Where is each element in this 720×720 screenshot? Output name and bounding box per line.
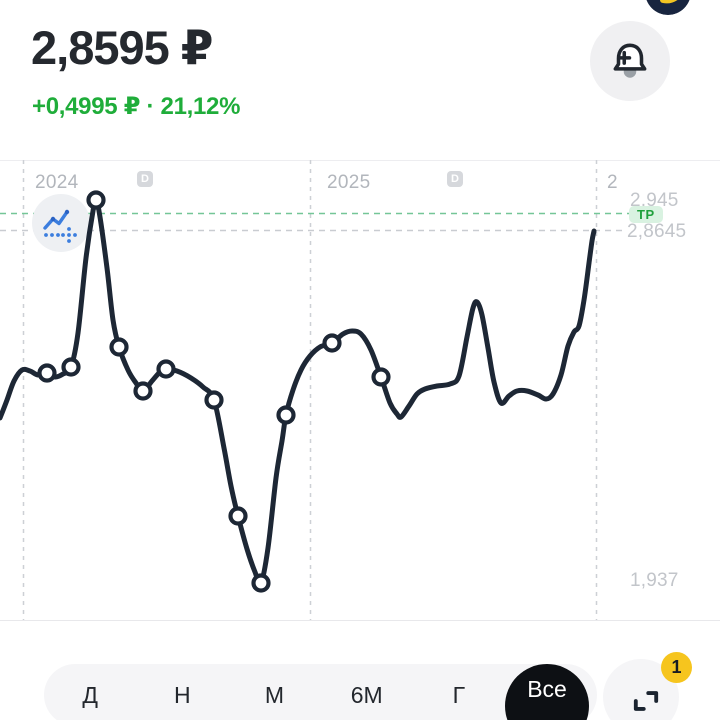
notification-badge: 1 xyxy=(661,652,692,683)
dividend-badge[interactable]: D xyxy=(137,171,153,187)
current-price: 2,8595 ₽ xyxy=(31,22,213,74)
min-price-label: 1,937 xyxy=(630,570,679,592)
bell-plus-icon xyxy=(607,38,653,84)
forecast-chart-icon xyxy=(32,194,90,252)
x-axis-label-2026: 2 xyxy=(607,172,618,194)
stock-detail-screen: 2,8595 ₽ +0,4995 ₽ · 21,12% xyxy=(0,0,720,720)
period-button-week[interactable]: Н xyxy=(136,664,228,720)
last-price-label: 2,8645 xyxy=(627,221,686,243)
period-selector: Д Н М 6М Г Все xyxy=(44,664,597,720)
expand-icon xyxy=(629,684,663,718)
period-button-6months[interactable]: 6М xyxy=(321,664,413,720)
dividend-badge[interactable]: D xyxy=(447,171,463,187)
stock-logo-icon xyxy=(645,0,691,15)
period-button-year[interactable]: Г xyxy=(413,664,505,720)
x-axis-label-2024: 2024 xyxy=(35,172,78,194)
forecast-icon-button[interactable] xyxy=(32,194,90,252)
add-alert-button[interactable] xyxy=(590,21,670,101)
x-axis-label-2025: 2025 xyxy=(327,172,370,194)
period-button-month[interactable]: М xyxy=(228,664,320,720)
period-button-day[interactable]: Д xyxy=(44,664,136,720)
price-change: +0,4995 ₽ · 21,12% xyxy=(32,92,240,121)
period-button-all[interactable]: Все xyxy=(505,664,589,720)
